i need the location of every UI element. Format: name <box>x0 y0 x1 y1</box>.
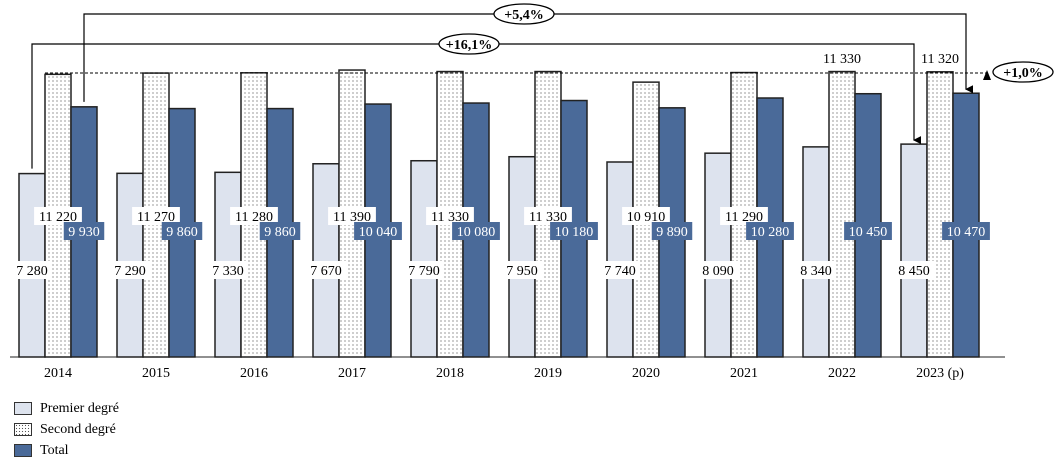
x-tick-label: 2023 (p) <box>916 366 964 381</box>
data-label-total: 10 280 <box>751 225 790 240</box>
bar <box>312 163 340 358</box>
data-label-total: 9 890 <box>656 225 688 240</box>
legend-label: Premier degré <box>40 400 119 416</box>
data-label-premier: 8 090 <box>702 264 734 279</box>
data-label-premier: 7 330 <box>212 264 244 279</box>
annotation-total-oval <box>493 3 555 25</box>
legend-item-premier: Premier degré <box>14 398 119 419</box>
data-label-total-bg <box>63 222 105 240</box>
annotation-arrow-second <box>983 70 991 80</box>
data-label-second-bg <box>34 207 82 225</box>
bar <box>704 152 732 358</box>
legend-label: Second degré <box>40 421 116 437</box>
x-tick-label: 2018 <box>436 366 464 381</box>
data-label-total: 10 180 <box>555 225 594 240</box>
data-label-total: 9 860 <box>166 225 198 240</box>
legend-label: Total <box>40 442 69 458</box>
x-tick-label: 2022 <box>828 366 856 381</box>
bar <box>926 71 954 358</box>
data-label-second: 11 320 <box>921 52 959 67</box>
data-label-total-bg <box>651 222 693 240</box>
annotation-total: +5,4% <box>504 8 543 23</box>
data-label-total-bg <box>259 222 301 240</box>
data-label-total: 10 470 <box>947 225 986 240</box>
data-label-total-bg <box>844 222 892 240</box>
data-label-premier-bg <box>11 261 53 279</box>
data-label-second: 11 330 <box>431 210 469 225</box>
data-label-second: 11 280 <box>235 210 273 225</box>
data-label-premier: 7 670 <box>310 264 342 279</box>
annotation-second-oval <box>992 61 1054 83</box>
data-label-total-bg <box>161 222 203 240</box>
bar <box>828 70 856 358</box>
data-label-total-bg <box>746 222 794 240</box>
data-label-premier: 7 790 <box>408 264 440 279</box>
data-label-premier: 7 950 <box>506 264 538 279</box>
data-label-second: 11 330 <box>529 210 567 225</box>
data-label-premier-bg <box>207 261 249 279</box>
data-label-second-bg <box>622 207 670 225</box>
data-label-total-bg <box>942 222 990 240</box>
data-label-premier-bg <box>109 261 151 279</box>
data-label-premier-bg <box>599 261 641 279</box>
data-label-total: 10 040 <box>359 225 398 240</box>
bar <box>606 161 634 358</box>
x-tick-label: 2019 <box>534 366 562 381</box>
data-label-second-bg <box>328 207 376 225</box>
x-tick-label: 2020 <box>632 366 660 381</box>
data-label-total: 9 860 <box>264 225 296 240</box>
data-label-premier-bg <box>893 261 935 279</box>
data-label-total: 10 080 <box>457 225 496 240</box>
legend-item-total: Total <box>14 440 119 461</box>
data-label-premier-bg <box>795 261 837 279</box>
data-label-second: 11 390 <box>333 210 371 225</box>
legend: Premier degré Second degré Total <box>14 398 119 461</box>
data-label-total: 10 450 <box>849 225 888 240</box>
x-tick-label: 2021 <box>730 366 758 381</box>
legend-swatch <box>14 402 32 415</box>
legend-swatch <box>14 444 32 457</box>
data-label-second: 11 290 <box>725 210 763 225</box>
annotation-premier: +16,1% <box>446 38 492 53</box>
bar <box>900 143 928 358</box>
data-label-premier: 7 280 <box>16 264 48 279</box>
x-tick-label: 2016 <box>240 366 268 381</box>
x-tick-label: 2017 <box>338 366 366 381</box>
data-label-second-bg <box>720 207 768 225</box>
data-label-premier: 8 340 <box>800 264 832 279</box>
annotation-second: +1,0% <box>1003 66 1042 81</box>
bar <box>802 146 830 358</box>
data-label-second-bg <box>524 207 572 225</box>
bar <box>410 159 438 358</box>
data-label-total-bg <box>550 222 598 240</box>
data-label-second-bg <box>230 207 278 225</box>
data-label-second: 11 270 <box>137 210 175 225</box>
bar <box>508 155 536 358</box>
data-label-premier-bg <box>501 261 543 279</box>
data-label-premier: 7 290 <box>114 264 146 279</box>
data-label-second: 11 220 <box>39 210 77 225</box>
data-label-total-bg <box>452 222 500 240</box>
data-label-premier-bg <box>697 261 739 279</box>
legend-swatch <box>14 423 32 436</box>
x-tick-label: 2015 <box>142 366 170 381</box>
data-label-second: 11 330 <box>823 52 861 67</box>
data-label-total-bg <box>354 222 402 240</box>
data-label-premier: 7 740 <box>604 264 636 279</box>
x-tick-label: 2014 <box>44 366 72 381</box>
data-label-premier-bg <box>305 261 347 279</box>
data-label-total: 9 930 <box>68 225 100 240</box>
data-label-second-bg <box>132 207 180 225</box>
legend-item-second: Second degré <box>14 419 119 440</box>
data-label-second: 10 910 <box>627 210 666 225</box>
data-label-second-bg <box>426 207 474 225</box>
data-label-premier: 8 450 <box>898 264 930 279</box>
annotation-premier-oval <box>438 33 500 55</box>
chart-plot: 2014 2015 2016 2017 2018 2019 2020 2021 2022 2023… <box>10 3 1054 381</box>
data-label-premier-bg <box>403 261 445 279</box>
